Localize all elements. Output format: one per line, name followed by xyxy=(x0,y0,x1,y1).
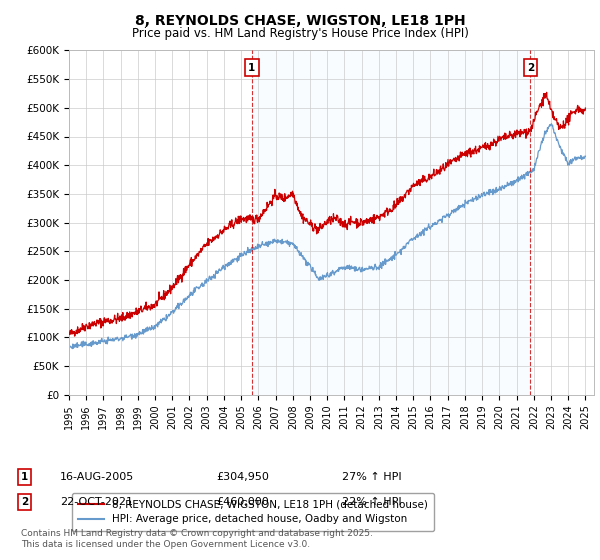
Text: 2: 2 xyxy=(527,63,534,73)
Text: £304,950: £304,950 xyxy=(216,472,269,482)
Text: 1: 1 xyxy=(21,472,28,482)
Legend: 8, REYNOLDS CHASE, WIGSTON, LE18 1PH (detached house), HPI: Average price, detac: 8, REYNOLDS CHASE, WIGSTON, LE18 1PH (de… xyxy=(71,493,434,531)
Text: 1: 1 xyxy=(248,63,256,73)
Text: 16-AUG-2005: 16-AUG-2005 xyxy=(60,472,134,482)
Text: £460,000: £460,000 xyxy=(216,497,269,507)
Text: 22-OCT-2021: 22-OCT-2021 xyxy=(60,497,133,507)
Text: 8, REYNOLDS CHASE, WIGSTON, LE18 1PH: 8, REYNOLDS CHASE, WIGSTON, LE18 1PH xyxy=(134,14,466,28)
Text: Contains HM Land Registry data © Crown copyright and database right 2025.
This d: Contains HM Land Registry data © Crown c… xyxy=(21,529,373,549)
Text: 22% ↑ HPI: 22% ↑ HPI xyxy=(342,497,401,507)
Text: 2: 2 xyxy=(21,497,28,507)
Text: 27% ↑ HPI: 27% ↑ HPI xyxy=(342,472,401,482)
Text: Price paid vs. HM Land Registry's House Price Index (HPI): Price paid vs. HM Land Registry's House … xyxy=(131,27,469,40)
Bar xyxy=(252,50,530,395)
